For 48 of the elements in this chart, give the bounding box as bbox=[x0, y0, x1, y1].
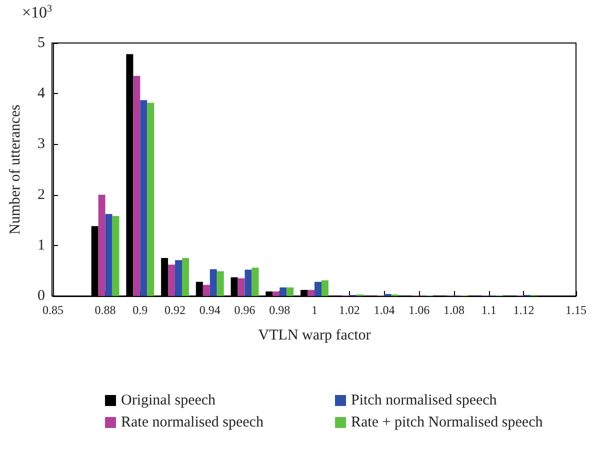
x-tick-label: 0.92 bbox=[164, 303, 186, 317]
x-tick-label: 1.12 bbox=[513, 303, 534, 317]
x-tick-label: 1.1 bbox=[481, 303, 496, 317]
x-tick-label: 1 bbox=[312, 303, 318, 317]
x-tick-label: 0.96 bbox=[234, 303, 256, 317]
x-axis-title: VTLN warp factor bbox=[258, 328, 371, 344]
bar bbox=[216, 271, 224, 296]
y-axis-title: Number of utterances bbox=[8, 104, 24, 234]
x-tick-label: 1.02 bbox=[338, 303, 360, 317]
y-tick-label: 5 bbox=[38, 35, 45, 51]
bar bbox=[314, 282, 322, 296]
legend-label: Original speech bbox=[121, 392, 216, 408]
x-tick-label: 1.06 bbox=[408, 303, 430, 317]
y-tick-label: 2 bbox=[38, 186, 45, 203]
bar bbox=[202, 284, 210, 296]
y-tick-label: 3 bbox=[38, 136, 45, 152]
x-tick-label: 0.94 bbox=[199, 303, 220, 317]
y-tick-label: 1 bbox=[38, 237, 45, 254]
bar bbox=[105, 214, 112, 296]
y-tick-label: 4 bbox=[38, 86, 46, 102]
bar bbox=[244, 270, 252, 296]
bar bbox=[133, 76, 140, 296]
bar bbox=[210, 269, 217, 296]
bar bbox=[168, 264, 176, 296]
legend-label: Rate + pitch Normalised speech bbox=[351, 414, 544, 430]
bar bbox=[112, 216, 120, 296]
x-tick-label: 1.08 bbox=[443, 303, 464, 317]
bar bbox=[238, 278, 245, 296]
bar bbox=[286, 287, 294, 296]
bar bbox=[147, 102, 154, 296]
bar bbox=[175, 260, 182, 296]
bar bbox=[140, 100, 148, 296]
bar bbox=[252, 268, 259, 296]
y-tick-label: 0 bbox=[38, 288, 45, 304]
x-tick-label: 0.88 bbox=[94, 303, 116, 317]
bar bbox=[98, 194, 106, 296]
legend-label: Pitch normalised speech bbox=[351, 392, 498, 408]
legend-label: Rate normalised speech bbox=[121, 414, 264, 430]
x-tick-label: 1.15 bbox=[566, 303, 586, 317]
bar bbox=[321, 280, 328, 296]
x-tick-label: 0.98 bbox=[269, 303, 290, 317]
bar bbox=[182, 258, 190, 296]
x-tick-label: 0.85 bbox=[42, 303, 64, 317]
x-tick-label: 1.04 bbox=[374, 303, 395, 317]
bar bbox=[272, 291, 280, 296]
x-tick-label: 0.9 bbox=[132, 303, 148, 317]
bar bbox=[308, 290, 314, 296]
bar bbox=[280, 287, 287, 296]
